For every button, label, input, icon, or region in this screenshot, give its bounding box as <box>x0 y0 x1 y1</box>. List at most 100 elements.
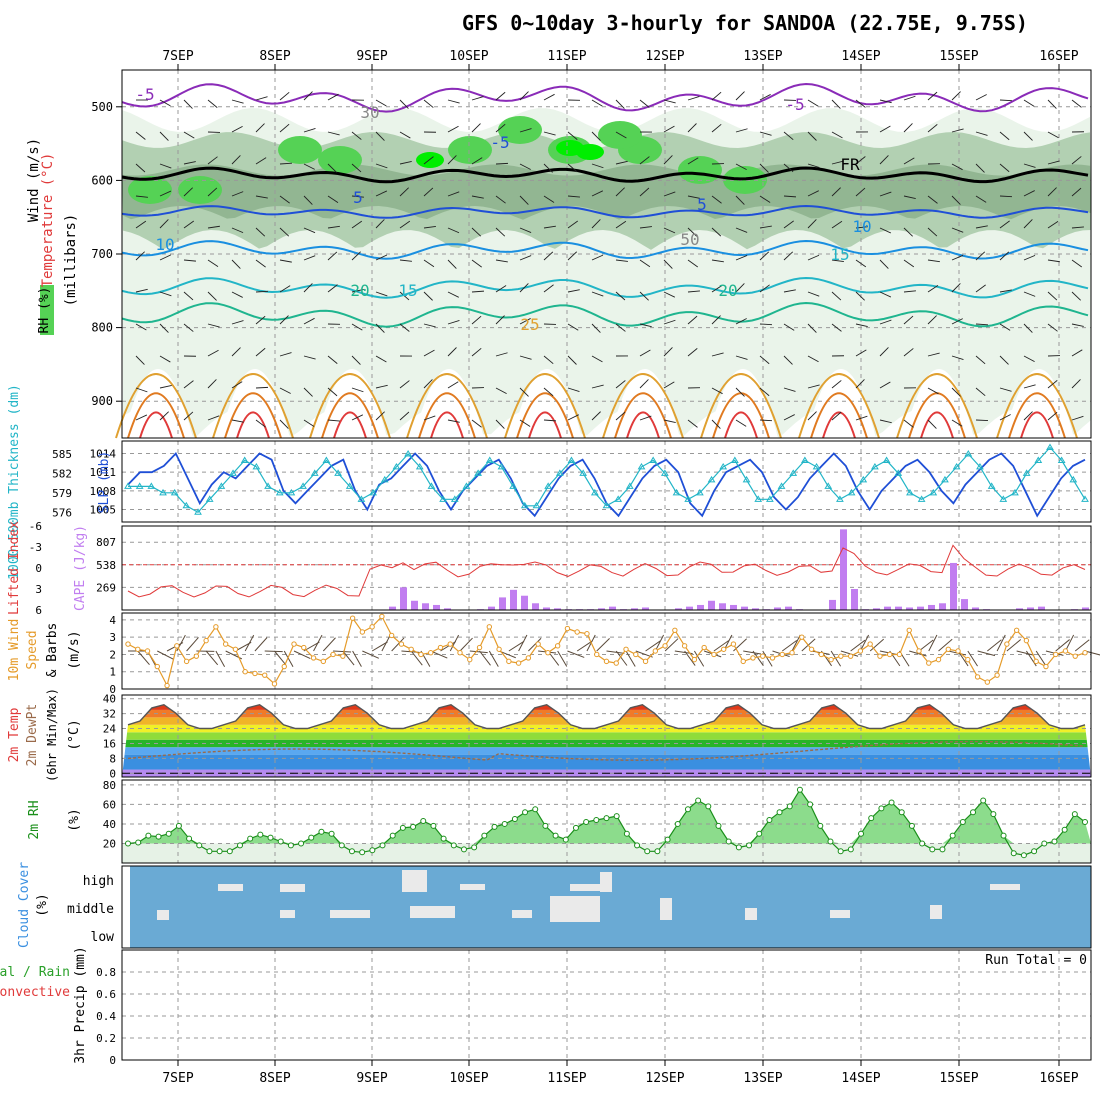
thickness-point <box>485 456 494 463</box>
rh-point <box>359 849 366 856</box>
wind-speed-point <box>418 651 424 658</box>
warm-contour <box>224 392 282 439</box>
rh-point <box>196 842 203 849</box>
wind-barb <box>687 195 700 199</box>
wind-barb <box>519 318 531 325</box>
wind-barb <box>231 227 244 234</box>
wind-barb <box>903 259 915 268</box>
panel-frame <box>121 612 1092 690</box>
rh-point <box>481 832 488 839</box>
wind-barb <box>903 315 914 325</box>
rh-point <box>1041 840 1048 847</box>
cape-tick-label: 269 <box>96 581 116 594</box>
wind-barb <box>351 220 363 229</box>
thickness-point <box>299 482 307 489</box>
precip-tick-label: 0.2 <box>96 1032 116 1045</box>
wind-barb <box>279 227 290 237</box>
wind-speed-point <box>457 650 463 656</box>
contour-label: 15 <box>398 281 417 300</box>
thickness-point <box>707 475 716 483</box>
wind-barb <box>975 225 988 229</box>
rh-point <box>1000 832 1007 839</box>
panel-frame <box>121 865 1092 949</box>
contour-label: 10 <box>155 235 174 254</box>
wind-speed-point <box>681 643 688 649</box>
wind-barb <box>207 349 219 357</box>
wind-speed-point <box>760 653 766 659</box>
rh-point <box>807 801 814 808</box>
ylabel-rh: RH (%) <box>37 287 52 334</box>
wind-barb <box>322 637 336 652</box>
wind-barb <box>975 251 986 261</box>
wind-barb <box>1071 415 1084 421</box>
wind-barb <box>951 419 963 427</box>
rh-point <box>796 786 803 793</box>
wind-barb <box>135 323 147 331</box>
contour-label: 25 <box>520 315 539 334</box>
wind-barb <box>471 347 482 357</box>
wind-speed-point <box>340 653 346 659</box>
cape-bar <box>785 606 792 610</box>
warm-contour <box>1008 392 1066 439</box>
wind-barb <box>711 259 724 263</box>
wind-barb <box>831 323 842 332</box>
cloud-block <box>218 884 243 891</box>
wind-barb <box>255 315 266 325</box>
rh-point <box>501 820 508 827</box>
wind-barb <box>951 195 961 205</box>
wind-barb <box>495 387 507 394</box>
wind-barb <box>447 419 460 423</box>
wind-speed-point <box>476 644 483 651</box>
wind-barb <box>879 419 892 424</box>
y-tick-label: 900 <box>91 394 113 408</box>
rh-point <box>226 848 233 855</box>
wind-barb <box>447 291 459 298</box>
thickness-point <box>345 482 354 489</box>
warm-contour <box>418 392 476 439</box>
wind-barb <box>471 123 481 133</box>
lifted-tick-label: 0 <box>35 562 42 575</box>
temp-tick-label: 0 <box>109 767 116 780</box>
wind-barb <box>759 284 770 293</box>
wind-speed-point <box>203 637 209 644</box>
wind-barb <box>567 195 580 198</box>
wind-barb <box>807 219 817 229</box>
cloud-block <box>280 884 305 892</box>
wind-barb <box>135 220 147 229</box>
wind-barb <box>495 285 507 293</box>
wind-barb <box>762 650 773 667</box>
rh-bright-patch <box>576 144 604 160</box>
rh-point <box>125 840 131 847</box>
wind-barb <box>615 131 627 139</box>
cloud-block <box>660 898 672 920</box>
wind-barb <box>855 349 867 357</box>
wind-speed-point <box>955 648 961 654</box>
wind-barb <box>423 259 435 268</box>
wind-barb <box>255 123 265 133</box>
wind-barb <box>855 259 867 268</box>
wind-barb <box>159 411 169 421</box>
wind-barb <box>471 157 483 165</box>
wind-barb <box>423 415 436 421</box>
thickness-point <box>555 469 564 476</box>
wind-barb <box>447 381 459 389</box>
precip-tick-label: 0.4 <box>96 1010 116 1023</box>
wind-barb <box>909 650 927 657</box>
wind-barb <box>207 225 220 229</box>
rh-point <box>216 848 223 855</box>
ylabel-pct: (%) <box>67 808 82 831</box>
wind-barb <box>639 415 652 421</box>
wind-barb <box>207 415 220 421</box>
wind-barb <box>927 91 938 101</box>
wind-barb <box>615 650 628 666</box>
thickness-point <box>766 495 774 502</box>
wind-barb <box>183 259 196 262</box>
rh-point <box>420 818 427 825</box>
wind-barb <box>711 91 722 101</box>
wind-barb <box>576 640 593 652</box>
wind-barb <box>183 291 194 301</box>
warm-contour <box>236 411 270 439</box>
rh-point <box>562 836 569 843</box>
wind-barb <box>663 319 676 325</box>
wind-barb <box>352 650 362 667</box>
